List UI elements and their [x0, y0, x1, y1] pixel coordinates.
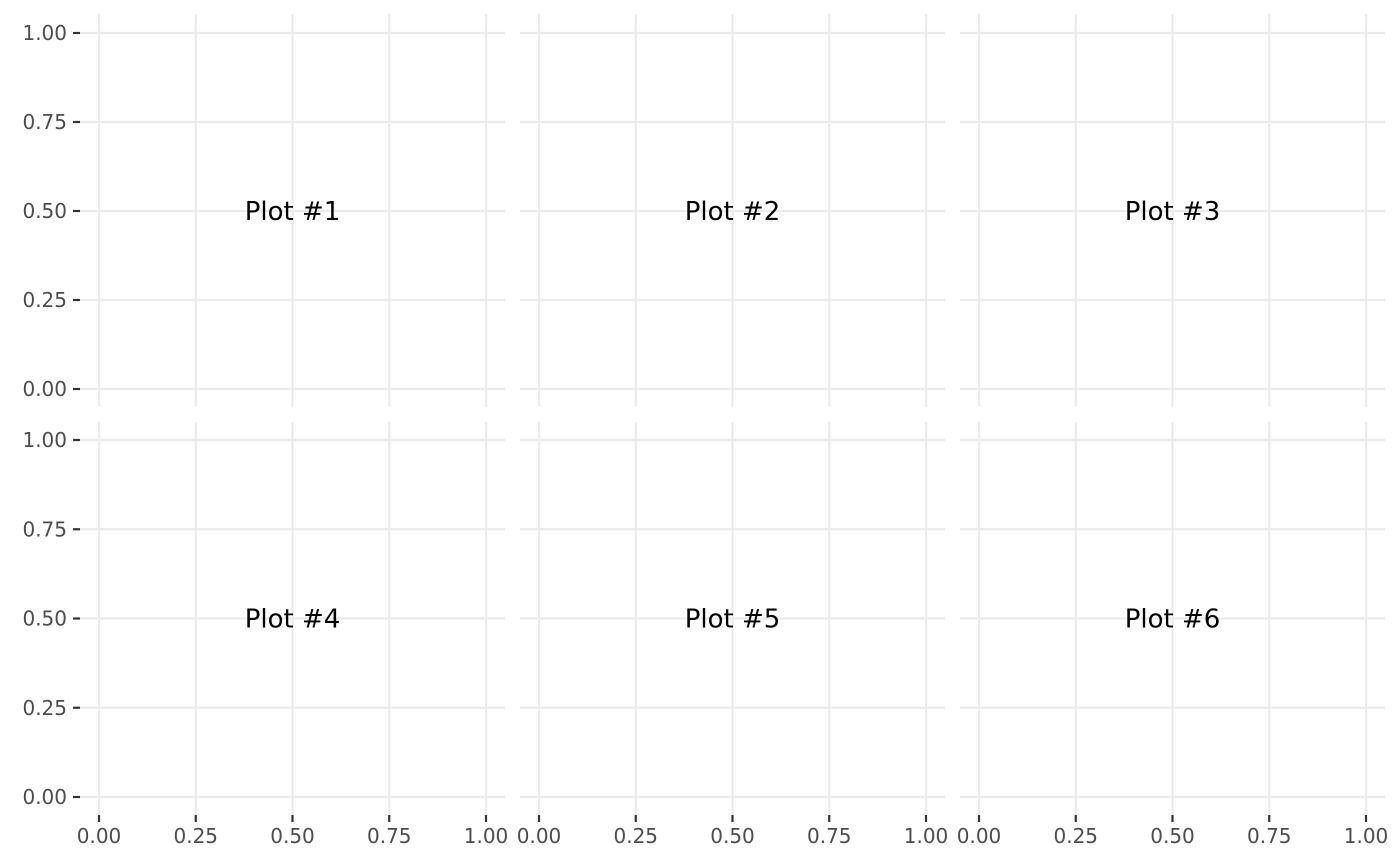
- panel-2: Plot #2: [520, 14, 945, 407]
- panel-label-5: Plot #5: [685, 605, 781, 635]
- x-tick-label: 1.00: [904, 824, 949, 848]
- y-tick-label: 1.00: [22, 428, 67, 452]
- x-tick-label: 0.25: [1053, 824, 1098, 848]
- x-tick-label: 0.00: [517, 824, 562, 848]
- panel-5: Plot #5 0.00 0.25 0.50 0.75 1.00: [517, 422, 949, 848]
- y-tick-label: 0.00: [22, 785, 67, 809]
- panel-1: Plot #1 0.00 0.25 0.50 0.75 1.00: [22, 14, 505, 407]
- x-tick-label: 1.00: [464, 824, 509, 848]
- y-tick-label: 1.00: [22, 21, 67, 45]
- y-tick-label: 0.75: [22, 517, 67, 541]
- x-tick-label: 0.50: [1150, 824, 1195, 848]
- x-tick-label: 0.00: [957, 824, 1002, 848]
- y-tick-label: 0.75: [22, 110, 67, 134]
- panel-label-1: Plot #1: [245, 197, 341, 227]
- x-tick-label: 0.00: [77, 824, 122, 848]
- panel-3: Plot #3: [960, 14, 1385, 407]
- panel-label-2: Plot #2: [685, 197, 781, 227]
- x-tick-label: 0.25: [173, 824, 218, 848]
- x-tick-label: 0.50: [710, 824, 755, 848]
- panel-label-4: Plot #4: [245, 605, 341, 635]
- x-tick-label: 0.50: [270, 824, 315, 848]
- y-tick-label: 0.25: [22, 696, 67, 720]
- y-tick-label: 0.50: [22, 607, 67, 631]
- panel-label-6: Plot #6: [1125, 605, 1221, 635]
- y-tick-label: 0.25: [22, 288, 67, 312]
- y-tick-label: 0.50: [22, 199, 67, 223]
- x-tick-label: 0.75: [1247, 824, 1292, 848]
- panel-4: Plot #4 0.00 0.25 0.50 0.75 1.00 0.00 0.25 0.50 0…: [22, 422, 508, 848]
- panel-label-3: Plot #3: [1125, 197, 1221, 227]
- x-tick-label: 0.75: [367, 824, 412, 848]
- x-tick-label: 1.00: [1344, 824, 1389, 848]
- x-tick-label: 0.25: [613, 824, 658, 848]
- y-tick-label: 0.00: [22, 377, 67, 401]
- panel-6: Plot #6 0.00 0.25 0.50 0.75 1.00: [957, 422, 1389, 848]
- x-tick-label: 0.75: [807, 824, 852, 848]
